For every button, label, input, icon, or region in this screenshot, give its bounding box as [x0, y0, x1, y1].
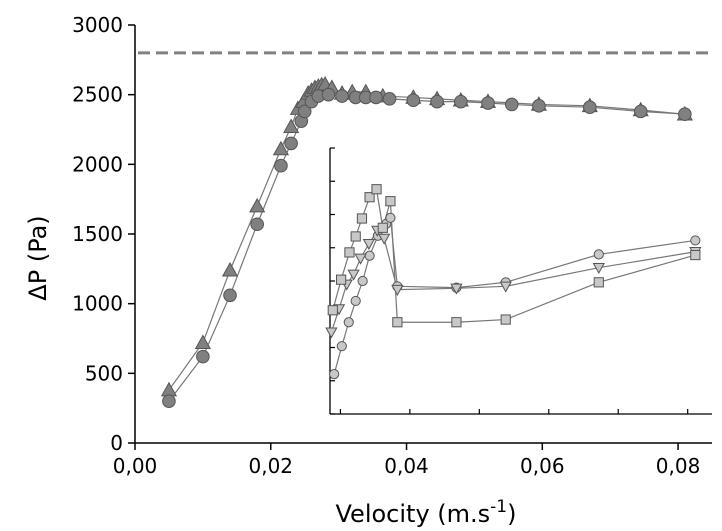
inset-data-point [500, 314, 511, 325]
inset-data-point [593, 277, 604, 288]
x-axis-title-superscript: -1 [490, 497, 507, 517]
inset-data-point [392, 317, 403, 328]
inset-data-point [499, 281, 512, 293]
inset-data-point [385, 212, 396, 223]
x-tick-label: 0,02 [248, 454, 293, 478]
data-point [249, 197, 266, 213]
inset-data-point [327, 305, 338, 316]
inset-data-point [362, 239, 376, 251]
y-tick-label: 3000 [72, 13, 123, 37]
x-axis-title: Velocity (m.s-1) [336, 497, 517, 528]
data-point [504, 97, 519, 112]
inset-data-point [377, 222, 388, 233]
x-tick-label: 0,08 [656, 454, 701, 478]
inset-data-point [592, 262, 605, 275]
data-point [283, 118, 300, 134]
inset-data-point [385, 196, 396, 207]
inset-data-point [343, 317, 354, 328]
inset-axes [329, 147, 712, 415]
data-point [194, 334, 211, 349]
data-point [481, 96, 495, 110]
data-point [221, 261, 239, 277]
x-tick-label: 0,04 [384, 454, 429, 478]
data-point [321, 87, 336, 102]
inset-data-point [690, 235, 701, 246]
inset-data-point [690, 249, 701, 261]
y-tick-label: 1500 [72, 222, 123, 246]
data-point [196, 349, 210, 364]
inset-data-point [593, 249, 604, 260]
data-point [678, 107, 692, 121]
data-point [223, 288, 237, 303]
data-point [250, 217, 264, 232]
main-tick-labels: 0 500 1000 1500 2000 2500 3000 0,00 0,02 0,04 0,06… [72, 13, 700, 478]
y-tick-label: 0 [110, 431, 123, 455]
data-point [406, 93, 421, 108]
data-point [284, 136, 298, 151]
inset-data-point [336, 341, 347, 352]
main-plot: 0 500 1000 1500 2000 2500 3000 0,00 0,02 0,04 0,06… [72, 13, 712, 478]
inset-plot [325, 147, 712, 415]
inset-data-point [344, 247, 355, 258]
data-point [335, 89, 349, 103]
x-tick-label: 0,06 [520, 454, 565, 478]
inset-data-point [451, 317, 462, 328]
inset-data-point [350, 295, 361, 307]
data-point [532, 99, 546, 113]
inset-data-point [364, 192, 375, 203]
inset-data-point [350, 231, 361, 242]
data-point [633, 104, 648, 119]
data-point [162, 394, 176, 409]
x-axis-title-main: Velocity (m.s [336, 500, 491, 528]
data-point [369, 90, 383, 105]
inset-data-point [391, 284, 404, 296]
data-point [274, 158, 288, 173]
inset-data-point [347, 269, 360, 281]
inset-data-point [378, 233, 391, 245]
x-axis-title-close: ) [507, 500, 516, 528]
inset-data-point [450, 283, 463, 295]
inset-data-point [364, 250, 375, 261]
data-point [297, 104, 312, 119]
data-point [430, 94, 444, 109]
y-tick-label: 2000 [72, 152, 123, 176]
y-tick-label: 500 [85, 361, 123, 385]
inset-data-point [325, 327, 338, 339]
data-point [454, 94, 468, 109]
data-point [272, 140, 290, 156]
inset-data-point [354, 253, 367, 265]
data-point [382, 92, 397, 106]
x-tick-label: 0,00 [113, 454, 158, 478]
inset-series-group [325, 184, 702, 380]
inset-data-point [336, 274, 347, 285]
data-point [583, 100, 597, 115]
inset-data-point [329, 369, 340, 380]
y-tick-label: 2500 [72, 83, 123, 107]
inset-data-point [356, 213, 368, 224]
y-axis-title: ΔP (Pa) [24, 215, 52, 300]
y-tick-label: 1000 [72, 292, 123, 316]
inset-data-point [371, 184, 382, 195]
data-point [160, 381, 178, 397]
main-series-group [160, 75, 693, 409]
inset-data-point [357, 275, 368, 287]
inset-background [330, 148, 712, 414]
